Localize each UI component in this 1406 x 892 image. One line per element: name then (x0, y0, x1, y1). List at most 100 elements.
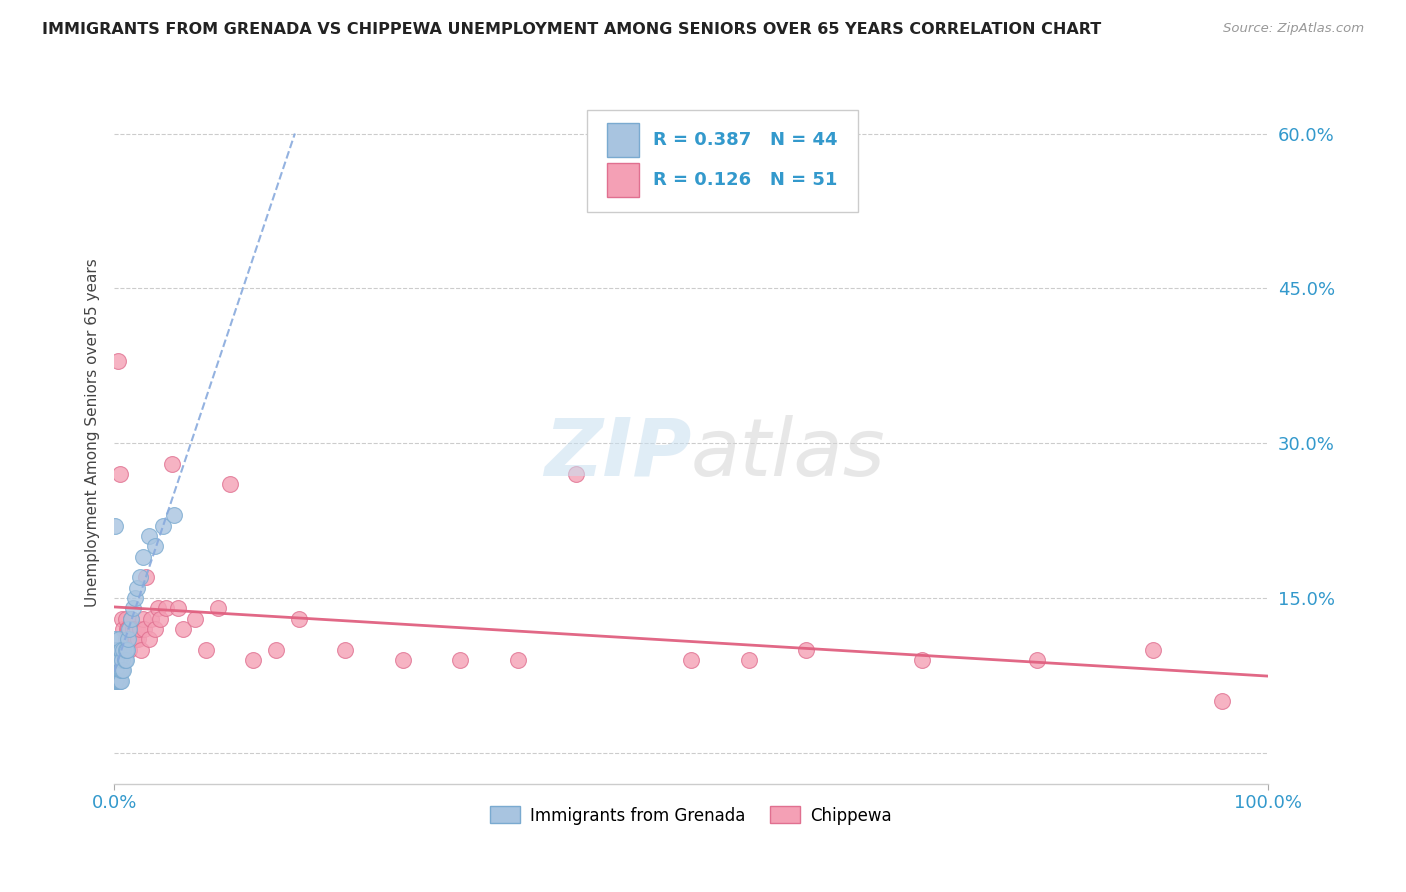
Point (121, 622, 143, 636)
Text: IMMIGRANTS FROM GRENADA VS CHIPPEWA UNEMPLOYMENT AMONG SENIORS OVER 65 YEARS COR: IMMIGRANTS FROM GRENADA VS CHIPPEWA UNEM… (42, 22, 1101, 37)
Point (242, 653, 264, 667)
Point (105, 663, 128, 677)
Point (114, 611, 136, 625)
Point (112, 642, 135, 657)
Point (127, 632, 149, 647)
Point (264, 642, 287, 657)
Point (114, 653, 136, 667)
Point (218, 477, 240, 491)
Point (143, 539, 166, 553)
Point (122, 632, 145, 647)
Point (911, 653, 934, 667)
Point (121, 632, 143, 647)
Point (172, 622, 194, 636)
Point (134, 622, 156, 636)
Point (117, 622, 139, 636)
Text: Source: ZipAtlas.com: Source: ZipAtlas.com (1223, 22, 1364, 36)
Point (115, 622, 138, 636)
FancyBboxPatch shape (607, 123, 640, 157)
Point (155, 601, 177, 615)
Point (160, 457, 183, 471)
Point (129, 642, 152, 657)
Point (115, 642, 138, 657)
Point (114, 632, 136, 647)
Point (195, 642, 218, 657)
Point (118, 632, 141, 647)
Text: ZIP: ZIP (544, 415, 692, 493)
Point (107, 673, 129, 688)
Point (108, 663, 131, 677)
Point (127, 622, 149, 636)
Point (104, 663, 127, 677)
Point (108, 467, 131, 482)
Point (121, 611, 143, 625)
Point (107, 353, 129, 368)
Point (105, 642, 128, 657)
Point (121, 611, 143, 625)
Point (1026, 653, 1049, 667)
Point (1211, 694, 1233, 708)
Point (114, 642, 136, 657)
Point (143, 622, 166, 636)
Point (128, 570, 150, 584)
Text: R = 0.126   N = 51: R = 0.126 N = 51 (652, 171, 838, 189)
Point (152, 518, 174, 533)
Point (110, 673, 132, 688)
Point (124, 591, 146, 605)
Text: atlas: atlas (692, 415, 886, 493)
Point (138, 632, 160, 647)
Point (107, 663, 129, 677)
Point (132, 611, 155, 625)
Point (104, 673, 127, 688)
Point (288, 611, 311, 625)
Point (117, 632, 139, 647)
Point (114, 653, 136, 667)
Point (118, 642, 141, 657)
Point (111, 611, 134, 625)
Point (121, 601, 143, 615)
Point (564, 467, 586, 482)
Point (449, 653, 471, 667)
Point (125, 632, 148, 647)
Point (506, 653, 529, 667)
Point (108, 653, 131, 667)
Point (107, 653, 129, 667)
Point (184, 611, 207, 625)
Point (104, 653, 127, 667)
Point (118, 622, 141, 636)
Point (163, 508, 186, 523)
FancyBboxPatch shape (588, 110, 858, 211)
Point (104, 518, 127, 533)
Point (391, 653, 413, 667)
Point (110, 663, 132, 677)
Point (1142, 642, 1164, 657)
Point (107, 632, 129, 647)
Point (149, 611, 172, 625)
Point (138, 529, 160, 543)
Legend: Immigrants from Grenada, Chippewa: Immigrants from Grenada, Chippewa (491, 806, 891, 824)
Point (124, 622, 146, 636)
Point (166, 601, 188, 615)
Point (107, 673, 129, 688)
Point (127, 581, 149, 595)
Point (146, 601, 169, 615)
Point (105, 673, 128, 688)
Point (333, 642, 356, 657)
Point (132, 549, 155, 564)
Point (107, 663, 129, 677)
Point (108, 673, 131, 688)
Point (110, 642, 132, 657)
Point (128, 622, 150, 636)
Point (111, 663, 134, 677)
Point (207, 601, 229, 615)
Point (107, 642, 129, 657)
Point (796, 642, 818, 657)
Y-axis label: Unemployment Among Seniors over 65 years: Unemployment Among Seniors over 65 years (86, 259, 100, 607)
Point (139, 611, 162, 625)
Point (112, 622, 135, 636)
FancyBboxPatch shape (607, 163, 640, 197)
Text: R = 0.387   N = 44: R = 0.387 N = 44 (652, 131, 838, 149)
Point (681, 653, 703, 667)
Point (104, 642, 127, 657)
Point (104, 632, 127, 647)
